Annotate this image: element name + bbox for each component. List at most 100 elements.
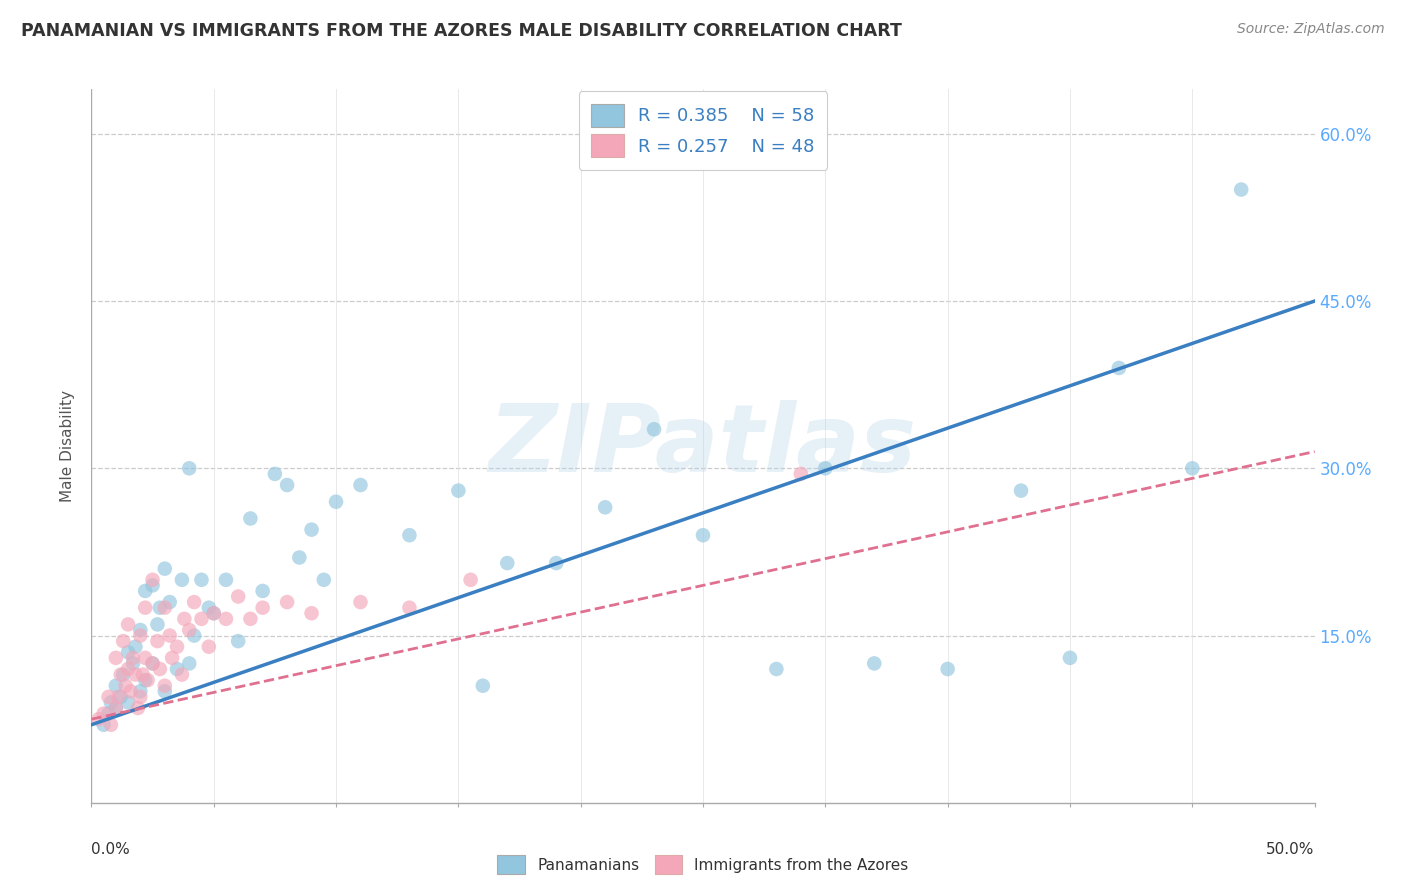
- Point: [239, 511, 262, 525]
- Point: [120, 684, 142, 698]
- Point: [153, 679, 176, 693]
- Point: [1230, 182, 1253, 196]
- Text: PANAMANIAN VS IMMIGRANTS FROM THE AZORES MALE DISABILITY CORRELATION CHART: PANAMANIAN VS IMMIGRANTS FROM THE AZORES…: [21, 22, 903, 40]
- Point: [132, 667, 155, 681]
- Point: [129, 690, 152, 704]
- Point: [1010, 483, 1032, 498]
- Point: [134, 673, 156, 687]
- Point: [146, 634, 169, 648]
- Point: [141, 578, 163, 592]
- Point: [141, 657, 163, 671]
- Y-axis label: Male Disability: Male Disability: [60, 390, 76, 502]
- Point: [252, 600, 274, 615]
- Point: [496, 556, 519, 570]
- Point: [264, 467, 287, 481]
- Point: [129, 623, 152, 637]
- Point: [276, 595, 298, 609]
- Point: [863, 657, 886, 671]
- Point: [117, 645, 139, 659]
- Point: [136, 673, 159, 687]
- Point: [1181, 461, 1204, 475]
- Point: [107, 690, 129, 704]
- Point: [134, 583, 156, 598]
- Point: [398, 600, 420, 615]
- Point: [790, 467, 813, 481]
- Point: [149, 600, 172, 615]
- Point: [104, 679, 127, 693]
- Point: [170, 573, 193, 587]
- Point: [198, 640, 221, 654]
- Point: [276, 478, 298, 492]
- Point: [134, 651, 156, 665]
- Point: [112, 634, 135, 648]
- Point: [104, 701, 127, 715]
- Point: [141, 573, 163, 587]
- Point: [814, 461, 837, 475]
- Point: [124, 667, 146, 681]
- Point: [159, 595, 181, 609]
- Point: [87, 712, 110, 726]
- Point: [1059, 651, 1081, 665]
- Point: [198, 600, 221, 615]
- Point: [301, 523, 323, 537]
- Point: [765, 662, 787, 676]
- Point: [124, 640, 146, 654]
- Point: [471, 679, 494, 693]
- Point: [129, 684, 152, 698]
- Point: [134, 600, 156, 615]
- Point: [153, 562, 176, 576]
- Point: [159, 628, 181, 642]
- Point: [122, 657, 145, 671]
- Point: [117, 662, 139, 676]
- Point: [460, 573, 482, 587]
- Point: [447, 483, 470, 498]
- Point: [129, 628, 152, 642]
- Point: [160, 651, 183, 665]
- Point: [325, 494, 347, 508]
- Point: [252, 583, 274, 598]
- Point: [179, 623, 201, 637]
- Point: [190, 573, 212, 587]
- Point: [153, 600, 176, 615]
- Text: ZIPatlas: ZIPatlas: [489, 400, 917, 492]
- Point: [215, 612, 238, 626]
- Point: [179, 657, 201, 671]
- Point: [179, 461, 201, 475]
- Point: [202, 607, 225, 621]
- Point: [127, 701, 149, 715]
- Point: [170, 667, 193, 681]
- Point: [166, 640, 188, 654]
- Point: [936, 662, 959, 676]
- Point: [141, 657, 163, 671]
- Point: [110, 690, 132, 704]
- Point: [183, 628, 205, 642]
- Point: [349, 478, 371, 492]
- Point: [202, 607, 225, 621]
- Point: [190, 612, 212, 626]
- Point: [153, 684, 176, 698]
- Point: [183, 595, 205, 609]
- Point: [398, 528, 420, 542]
- Point: [692, 528, 714, 542]
- Legend: R = 0.385    N = 58, R = 0.257    N = 48: R = 0.385 N = 58, R = 0.257 N = 48: [579, 91, 827, 170]
- Point: [97, 690, 120, 704]
- Point: [149, 662, 172, 676]
- Point: [593, 500, 616, 515]
- Point: [546, 556, 568, 570]
- Legend: Panamanians, Immigrants from the Azores: Panamanians, Immigrants from the Azores: [491, 849, 915, 880]
- Point: [301, 607, 323, 621]
- Point: [114, 679, 136, 693]
- Point: [215, 573, 238, 587]
- Point: [349, 595, 371, 609]
- Point: [93, 706, 115, 721]
- Point: [226, 590, 249, 604]
- Point: [110, 667, 132, 681]
- Point: [1108, 360, 1130, 375]
- Point: [117, 617, 139, 632]
- Point: [226, 634, 249, 648]
- Point: [93, 717, 115, 731]
- Text: 0.0%: 0.0%: [91, 842, 131, 857]
- Point: [239, 612, 262, 626]
- Point: [104, 651, 127, 665]
- Point: [100, 696, 122, 710]
